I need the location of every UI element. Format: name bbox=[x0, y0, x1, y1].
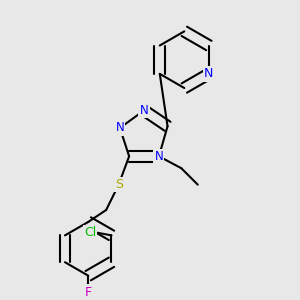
Text: N: N bbox=[204, 68, 214, 80]
Text: S: S bbox=[115, 178, 123, 191]
Text: Cl: Cl bbox=[84, 226, 96, 239]
Text: N: N bbox=[154, 150, 163, 163]
Text: F: F bbox=[85, 286, 92, 298]
Text: N: N bbox=[116, 122, 124, 134]
Text: N: N bbox=[140, 104, 148, 117]
